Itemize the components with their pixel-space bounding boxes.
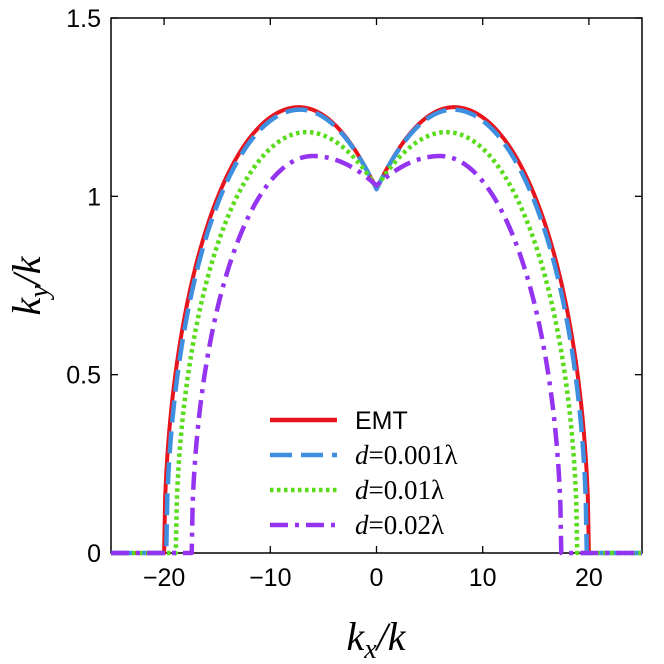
- x-tick-label: 0: [370, 564, 384, 592]
- legend: EMT d=0.001λ d=0.01λ d=0.02λ: [270, 407, 458, 540]
- tick-labels: −20 −10 0 10 20 0 0.5 1 1.5: [66, 5, 603, 592]
- legend-label: EMT: [355, 407, 408, 435]
- legend-label: d=0.02λ: [355, 510, 444, 540]
- x-axis-title: kx/k: [346, 614, 406, 664]
- y-axis-title: ky/k: [4, 255, 55, 315]
- y-tick-label: 0.5: [66, 362, 101, 390]
- legend-label: d=0.01λ: [355, 475, 444, 505]
- legend-label: d=0.001λ: [355, 440, 458, 470]
- y-tick-label: 1.5: [66, 5, 101, 33]
- x-tick-label: 10: [469, 564, 497, 592]
- y-tick-label: 1: [87, 183, 101, 211]
- x-tick-label: −20: [143, 564, 185, 592]
- y-tick-label: 0: [87, 540, 101, 568]
- x-tick-label: 20: [575, 564, 603, 592]
- series-line: [111, 153, 642, 556]
- series-line: [111, 107, 642, 556]
- x-tick-label: −10: [249, 564, 291, 592]
- series-lines: [111, 105, 642, 556]
